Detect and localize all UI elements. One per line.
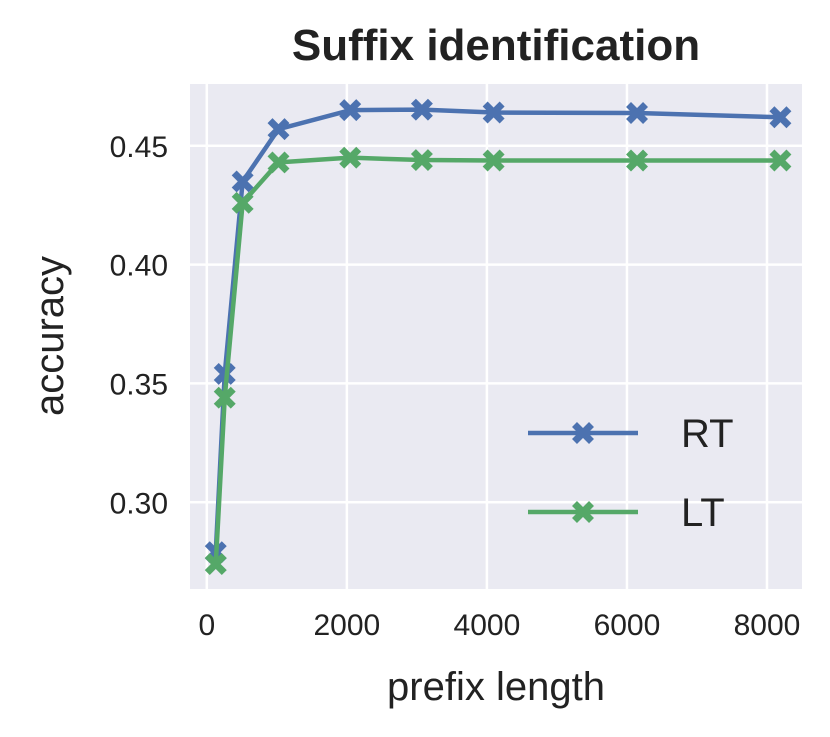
data-point-rt [482,101,505,124]
x-axis-label: prefix length [387,665,605,709]
data-point-lt [267,151,290,174]
data-point-lt [410,149,433,172]
y-axis-ticks: 0.30 0.35 0.40 0.45 [110,131,168,520]
x-tick-label: 2000 [313,609,380,642]
data-point-lt [204,553,227,576]
data-point-lt [626,149,649,172]
legend-marker-lt [572,501,594,523]
legend-marker-rt [572,422,594,444]
data-point-rt [231,170,254,193]
legend-item-lt: LT [528,491,725,535]
y-tick-label: 0.45 [110,131,168,164]
series-group [204,98,792,576]
y-tick-label: 0.40 [110,250,168,283]
chart-title: Suffix identification [292,21,700,70]
data-point-rt [410,98,433,121]
legend-label-lt: LT [681,491,725,535]
x-tick-label: 8000 [734,609,801,642]
plot-area [190,84,802,589]
y-tick-label: 0.35 [110,368,168,401]
x-tick-label: 6000 [594,609,661,642]
data-point-lt [339,146,362,169]
x-axis-ticks: 0 2000 4000 6000 8000 [198,609,800,642]
legend: RT LT [528,412,734,535]
y-tick-label: 0.30 [110,487,168,520]
legend-label-rt: RT [681,412,734,456]
y-axis-label: accuracy [28,256,72,416]
data-point-rt [626,102,649,124]
data-point-lt [769,149,792,172]
data-point-lt [231,191,254,214]
series-lt [204,146,792,576]
x-tick-label: 4000 [454,609,521,642]
data-point-lt [482,149,505,172]
x-tick-label: 0 [198,609,215,642]
data-point-rt [769,106,792,129]
data-point-rt [339,99,362,122]
data-point-lt [213,386,236,409]
legend-item-rt: RT [528,412,734,456]
data-point-rt [267,118,290,141]
